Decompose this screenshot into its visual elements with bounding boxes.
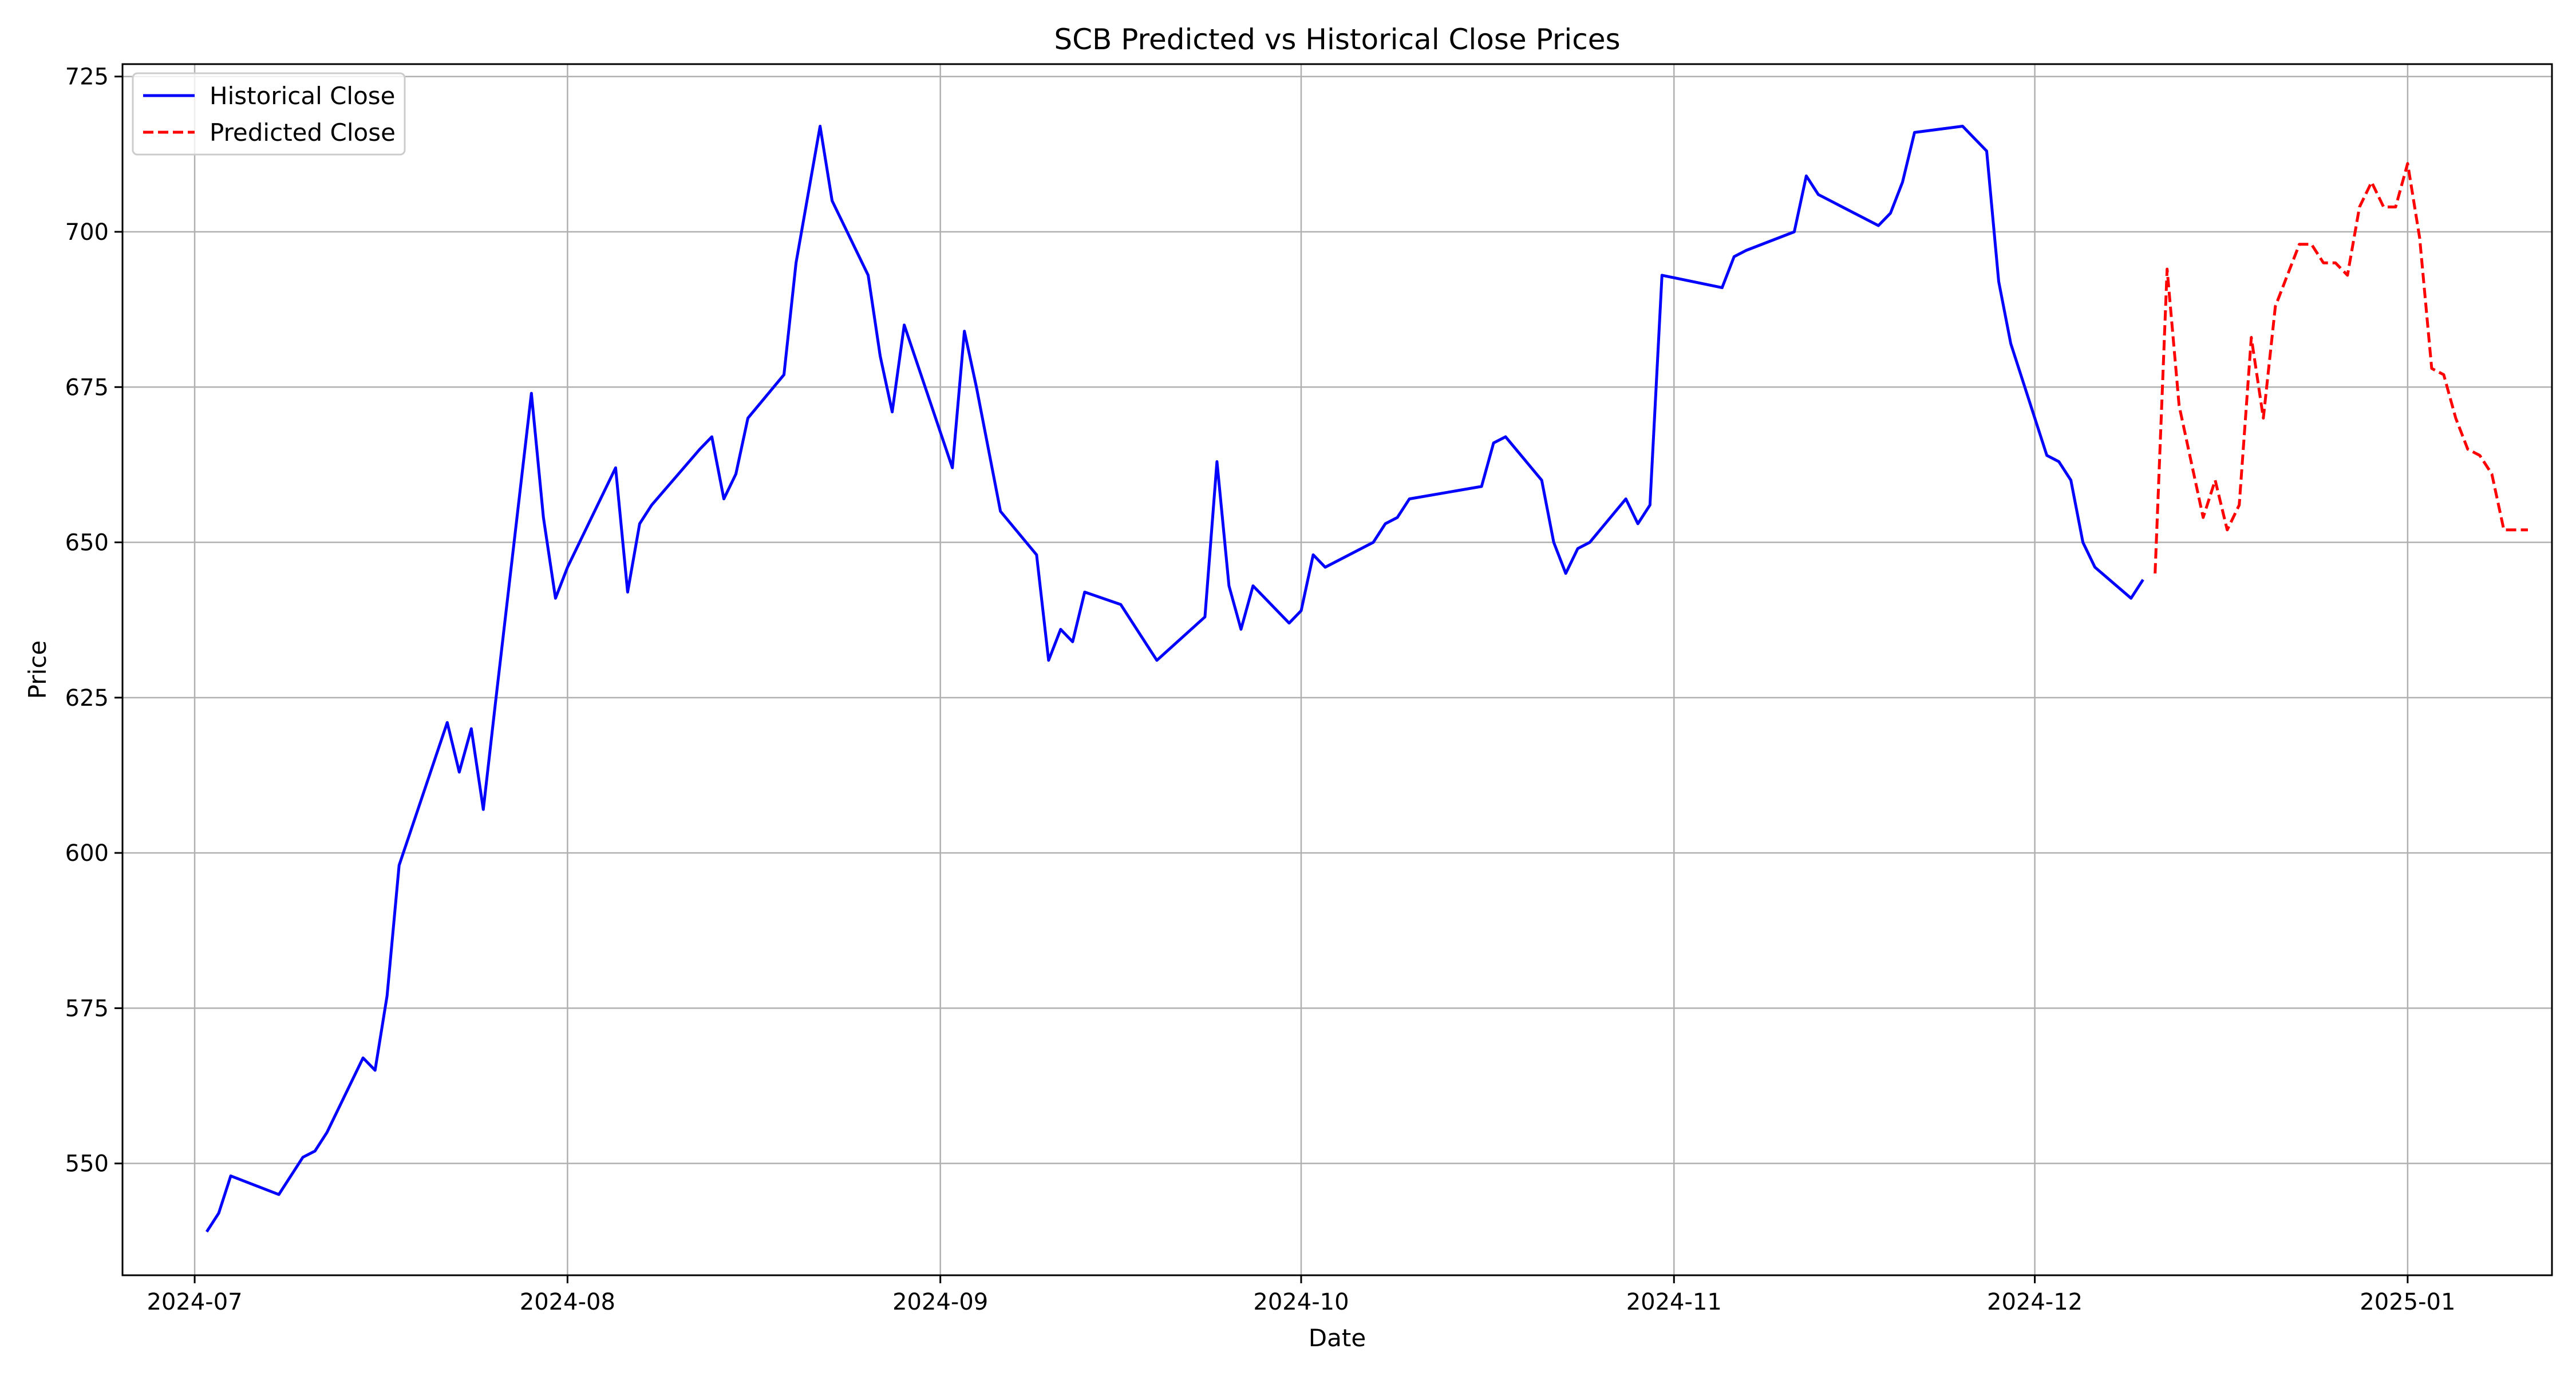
predicted-close-line <box>2154 162 2528 574</box>
x-tick-label: 2024-10 <box>1253 1289 1349 1315</box>
x-tick-label: 2024-07 <box>147 1289 242 1315</box>
series-layer <box>206 125 2528 1233</box>
y-tick-label: 625 <box>65 685 109 711</box>
y-tick-label: 650 <box>65 530 109 556</box>
y-tick-label: 675 <box>65 374 109 401</box>
x-tick-label: 2024-09 <box>892 1289 988 1315</box>
y-tick-label: 700 <box>65 219 109 246</box>
legend: Historical Close Predicted Close <box>132 72 406 156</box>
y-tick-label: 575 <box>65 995 109 1022</box>
y-tick-label: 600 <box>65 840 109 867</box>
y-tick-label: 550 <box>65 1151 109 1177</box>
x-tick-label: 2024-12 <box>1987 1289 2083 1315</box>
x-axis: 2024-07 2024-08 2024-09 2024-10 2024-11 2024-… <box>147 1275 2455 1315</box>
x-tick-label: 2024-11 <box>1626 1289 1722 1315</box>
plot-frame <box>121 63 2553 1276</box>
historical-close-line <box>206 125 2144 1233</box>
x-axis-label: Date <box>1309 1324 1366 1352</box>
legend-box <box>132 72 406 156</box>
x-tick-label: 2025-01 <box>2360 1289 2455 1315</box>
x-tick-label: 2024-08 <box>520 1289 615 1315</box>
y-axis-label: Price <box>23 640 52 699</box>
chart-title: SCB Predicted vs Historical Close Prices <box>1054 23 1620 56</box>
y-tick-label: 725 <box>65 64 109 90</box>
legend-label-historical: Historical Close <box>210 82 396 110</box>
grid <box>123 64 2552 1275</box>
legend-label-predicted: Predicted Close <box>210 118 396 147</box>
y-axis: 550 575 600 625 650 675 700 725 <box>65 64 123 1177</box>
